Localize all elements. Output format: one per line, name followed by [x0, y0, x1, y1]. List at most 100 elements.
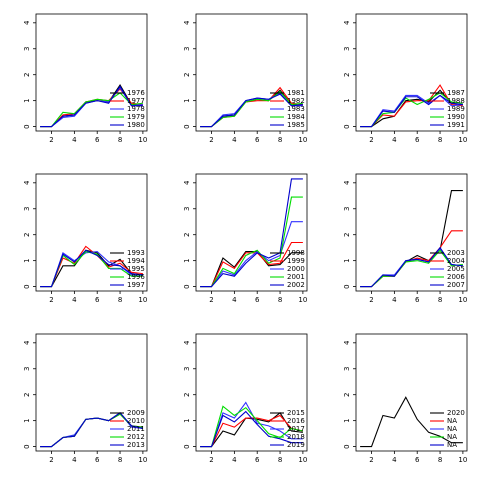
x-tick-label: 8: [118, 296, 122, 304]
x-tick-label: 2: [49, 136, 53, 144]
legend-label: 2005: [447, 265, 465, 273]
series-line: [40, 85, 143, 128]
y-tick-label: 2: [343, 72, 351, 76]
y-tick-label: 1: [183, 258, 191, 262]
x-tick-label: 6: [95, 456, 100, 464]
plot-frame: [195, 333, 308, 452]
legend-label: NA: [447, 433, 457, 441]
legend-label: 1984: [287, 113, 305, 121]
y-tick-label: 3: [343, 367, 351, 371]
y-tick-label: 1: [343, 98, 351, 102]
legend-label: 2002: [287, 281, 305, 289]
y-tick-label: 1: [183, 98, 191, 102]
legend-label: 2007: [447, 281, 465, 289]
x-tick-label: 2: [209, 296, 213, 304]
x-tick-label: 6: [415, 456, 420, 464]
legend-label: 1988: [447, 97, 465, 105]
legend-label: 2012: [127, 433, 145, 441]
x-tick-label: 4: [392, 296, 397, 304]
series-line: [200, 196, 303, 288]
series-line: [40, 249, 143, 288]
x-tick-label: 4: [392, 456, 397, 464]
legend-label: 2015: [287, 409, 305, 417]
series-line: [40, 92, 143, 128]
plot-frame: [35, 173, 148, 292]
legend-label: 1997: [127, 281, 145, 289]
x-tick-label: 4: [72, 136, 77, 144]
x-tick-label: 8: [438, 456, 442, 464]
y-tick-label: 2: [23, 232, 31, 236]
plot-frame: [355, 13, 468, 132]
y-tick-label: 2: [183, 392, 191, 396]
series-line: [360, 92, 463, 128]
y-tick-label: 1: [23, 258, 31, 262]
y-tick-label: 0: [23, 444, 31, 448]
legend-label: 1993: [127, 249, 145, 257]
x-tick-label: 8: [438, 296, 442, 304]
x-tick-label: 10: [298, 296, 307, 304]
y-tick-label: 0: [343, 284, 351, 288]
y-tick-label: 2: [183, 72, 191, 76]
plot-frame: [195, 13, 308, 132]
x-tick-label: 10: [458, 136, 467, 144]
y-tick-label: 4: [23, 20, 31, 25]
y-tick-label: 3: [183, 47, 191, 51]
x-tick-label: 6: [255, 136, 260, 144]
legend-label: 2013: [127, 441, 145, 449]
y-tick-label: 0: [343, 124, 351, 128]
legend-label: 1989: [447, 105, 465, 113]
x-tick-label: 8: [278, 456, 282, 464]
x-tick-label: 6: [415, 296, 420, 304]
x-tick-label: 4: [232, 296, 237, 304]
plot-frame: [355, 173, 468, 292]
legend-label: 1979: [127, 113, 145, 121]
x-tick-label: 6: [415, 136, 420, 144]
legend-label: 2018: [287, 433, 305, 441]
x-tick-label: 6: [95, 136, 100, 144]
legend-label: 2011: [127, 425, 145, 433]
legend-label: 1983: [287, 105, 305, 113]
legend-label: 1978: [127, 105, 145, 113]
y-tick-label: 2: [343, 232, 351, 236]
x-tick-label: 8: [278, 136, 282, 144]
legend-label: 1976: [127, 89, 145, 97]
legend-label: 1982: [287, 97, 305, 105]
y-tick-label: 4: [183, 20, 191, 25]
x-tick-label: 6: [255, 296, 260, 304]
legend-label: 1985: [287, 121, 305, 129]
series-line: [200, 93, 303, 128]
y-tick-label: 1: [183, 418, 191, 422]
y-tick-label: 3: [343, 207, 351, 211]
series-line: [40, 412, 144, 448]
x-tick-label: 2: [369, 136, 373, 144]
y-tick-label: 3: [23, 207, 31, 211]
y-tick-label: 3: [23, 47, 31, 51]
x-tick-label: 4: [232, 136, 237, 144]
legend-label: NA: [447, 425, 457, 433]
y-tick-label: 2: [343, 392, 351, 396]
y-tick-label: 0: [183, 284, 191, 288]
legend-label: 2001: [287, 273, 305, 281]
x-tick-label: 2: [49, 456, 53, 464]
x-tick-label: 8: [118, 136, 122, 144]
legend-label: 2000: [287, 265, 305, 273]
y-tick-label: 0: [183, 124, 191, 128]
series-line: [200, 221, 303, 288]
x-tick-label: 8: [438, 136, 442, 144]
y-tick-label: 4: [343, 20, 351, 25]
series-line: [200, 410, 303, 448]
legend-label: 2003: [447, 249, 465, 257]
x-tick-label: 4: [72, 456, 77, 464]
y-tick-label: 4: [23, 180, 31, 185]
legend-label: 1996: [127, 273, 145, 281]
legend-label: 2010: [127, 417, 145, 425]
x-tick-label: 10: [298, 456, 307, 464]
legend-label: 1991: [447, 121, 465, 129]
x-tick-label: 6: [255, 456, 260, 464]
y-tick-label: 0: [343, 444, 351, 448]
